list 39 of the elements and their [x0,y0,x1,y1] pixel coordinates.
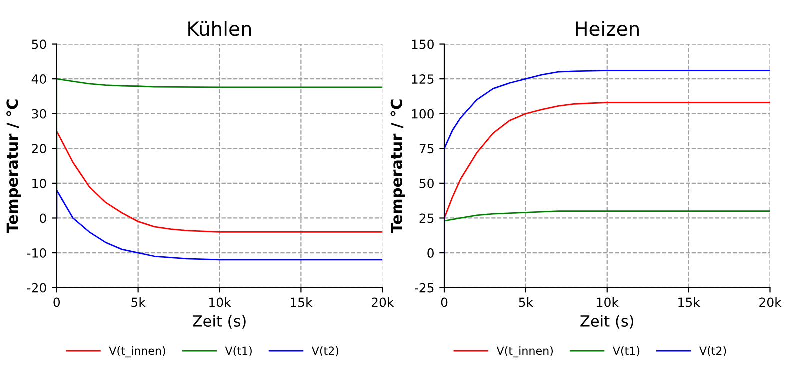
legend-label: V(t_innen) [496,346,554,358]
y-tick-label: 30 [32,109,46,119]
y-tick-label: 125 [412,74,434,84]
y-tick-label: 40 [32,74,46,84]
legend-label: V(t1) [612,346,640,356]
y-tick-label: -25 [414,283,434,293]
y-tick-label: 25 [420,214,434,224]
y-tick-label: 50 [420,178,434,188]
y-tick-label: 0 [40,214,46,224]
x-tick-label: 10k [597,298,619,308]
legend-label: V(t2) [700,346,726,356]
legend-label: V(t_innen) [109,346,166,358]
y-tick-label: 0 [428,248,434,258]
x-tick-label: 20k [372,298,394,308]
x-tick-label: 5k [519,298,534,308]
x-tick-label: 15k [290,298,313,308]
y-tick-label: 50 [32,40,46,50]
y-tick-label: 20 [32,144,46,154]
y-tick-label: -20 [27,283,46,293]
x-axis-title: Zeit (s) [580,315,634,329]
x-tick-label: 5k [132,298,146,308]
y-tick-label: 100 [412,109,434,119]
legend-label: V(t2) [312,346,339,356]
y-tick-label: 10 [32,178,46,188]
chart-title: Kühlen [188,21,252,36]
chart-title: Heizen [576,21,639,36]
y-tick-label: -10 [27,248,46,258]
legend-label: V(t1) [225,346,252,356]
x-axis-title: Zeit (s) [193,315,246,329]
y-axis-title: Temperatur / °C [6,100,22,234]
x-tick-label: 0 [441,298,448,308]
y-tick-label: 75 [420,144,434,154]
y-axis-title: Temperatur / °C [390,100,406,234]
x-tick-label: 15k [678,298,700,308]
line-series [56,190,383,261]
x-tick-label: 20k [760,298,782,308]
x-tick-label: 10k [210,298,232,308]
x-tick-label: 0 [54,298,60,308]
y-tick-label: 150 [412,40,434,50]
